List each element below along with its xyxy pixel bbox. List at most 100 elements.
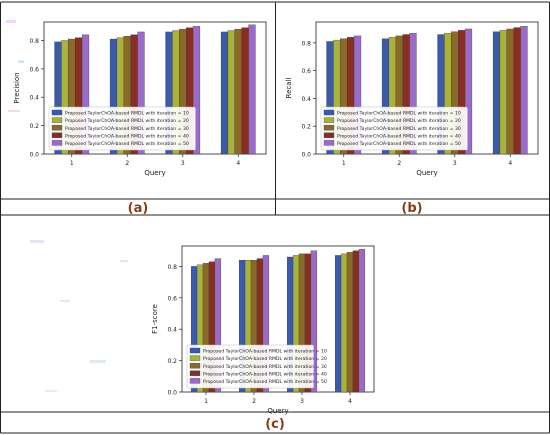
scan-artifacts: [6, 20, 128, 392]
y-tick-label: 0.0: [167, 390, 177, 397]
x-axis-label: Query: [267, 407, 288, 415]
bar: [358, 248, 366, 393]
legend-swatch: [323, 132, 335, 138]
bar: [513, 27, 521, 155]
x-tick-label: 2: [397, 160, 401, 167]
legend: Proposed TaylorChOA-based RMDL with iter…: [48, 106, 196, 151]
bar: [192, 26, 201, 155]
legend-label: Proposed TaylorChOA-based RMDL with iter…: [203, 379, 327, 385]
legend-swatch: [51, 132, 63, 138]
legend-box: [186, 344, 314, 389]
legend-swatch: [51, 140, 63, 146]
y-tick-label: 0.8: [301, 40, 311, 47]
y-tick-label: 0.2: [29, 123, 39, 130]
y-tick-label: 0.4: [167, 327, 177, 334]
bar: [262, 255, 270, 393]
y-tick-label: 0.6: [301, 68, 311, 75]
legend-label: Proposed TaylorChOA-based RMDL with iter…: [337, 111, 461, 117]
bar: [234, 28, 242, 155]
legend-swatch: [51, 117, 63, 123]
legend: Proposed TaylorChOA-based RMDL with iter…: [186, 344, 327, 389]
bar: [353, 35, 362, 155]
legend-label: Proposed TaylorChOA-based RMDL with iter…: [203, 349, 327, 355]
x-tick-label: 3: [300, 398, 304, 405]
bar: [506, 28, 514, 155]
legend-box: [48, 106, 196, 151]
legend-swatch: [323, 125, 335, 131]
legend-swatch: [189, 378, 201, 384]
y-tick-label: 0.0: [29, 152, 39, 159]
legend-swatch: [189, 347, 201, 354]
x-tick-label: 3: [453, 160, 457, 167]
bar: [499, 30, 507, 155]
panel-label-b: (b): [401, 201, 422, 216]
legend-swatch: [189, 370, 201, 376]
bar: [492, 31, 501, 155]
bar: [464, 28, 473, 155]
x-tick-label: 4: [236, 160, 240, 167]
legend-swatch: [323, 140, 335, 146]
y-tick-label: 0.8: [167, 264, 177, 271]
panel-label-c: (c): [265, 417, 285, 432]
chart-panel-c: 0.0 0.2 0.4 0.6 0.8 1 2 3 4 Query F1-score Proposed…: [151, 245, 375, 415]
legend-swatch: [323, 117, 335, 123]
legend-label: Proposed TaylorChOA-based RMDL with iter…: [65, 118, 189, 124]
legend-label: Proposed TaylorChOA-based RMDL with iter…: [337, 126, 461, 132]
legend-label: Proposed TaylorChOA-based RMDL with iter…: [65, 126, 189, 132]
x-tick-label: 1: [204, 398, 208, 405]
legend-swatch: [189, 355, 201, 361]
bar: [340, 253, 348, 393]
bar: [214, 258, 222, 393]
legend-box: [320, 106, 468, 151]
x-tick-label: 1: [342, 160, 346, 167]
x-tick-label: 2: [252, 398, 256, 405]
legend-label: Proposed TaylorChOA-based RMDL with iter…: [337, 141, 461, 147]
legend-swatch: [189, 363, 201, 369]
panel-label-a: (a): [128, 201, 149, 216]
y-axis-label: Recall: [285, 78, 293, 99]
bar: [310, 250, 318, 393]
y-tick-label: 0.6: [29, 66, 39, 73]
y-axis-label: F1-score: [151, 304, 159, 334]
x-tick-label: 4: [508, 160, 512, 167]
y-tick-label: 0.4: [29, 95, 39, 102]
y-axis-label: Precision: [13, 72, 21, 103]
legend-label: Proposed TaylorChOA-based RMDL with iter…: [203, 356, 327, 362]
y-tick-label: 0.6: [167, 295, 177, 302]
legend-label: Proposed TaylorChOA-based RMDL with iter…: [337, 133, 461, 139]
x-tick-label: 3: [181, 160, 185, 167]
bar: [352, 250, 360, 393]
legend-label: Proposed TaylorChOA-based RMDL with iter…: [203, 364, 327, 370]
legend-swatch: [51, 109, 63, 116]
y-tick-label: 0.4: [301, 96, 311, 103]
x-axis-label: Query: [144, 169, 165, 177]
legend-label: Proposed TaylorChOA-based RMDL with iter…: [65, 133, 189, 139]
y-tick-label: 0.8: [29, 38, 39, 45]
bar: [227, 30, 235, 155]
bar: [248, 24, 256, 155]
y-tick-label: 0.2: [301, 124, 311, 131]
legend-swatch: [51, 125, 63, 131]
legend-label: Proposed TaylorChOA-based RMDL with iter…: [65, 141, 189, 147]
bar: [520, 26, 528, 155]
bar: [409, 32, 417, 155]
legend-label: Proposed TaylorChOA-based RMDL with iter…: [65, 111, 189, 117]
x-tick-label: 1: [70, 160, 74, 167]
legend-label: Proposed TaylorChOA-based RMDL with iter…: [203, 371, 327, 377]
bar: [81, 34, 90, 155]
legend-label: Proposed TaylorChOA-based RMDL with iter…: [337, 118, 461, 124]
legend-swatch: [323, 109, 335, 116]
y-tick-label: 0.0: [301, 152, 311, 159]
x-tick-label: 4: [348, 398, 352, 405]
x-tick-label: 2: [125, 160, 129, 167]
x-axis-label: Query: [416, 169, 437, 177]
y-tick-label: 0.2: [167, 358, 177, 365]
bar: [334, 255, 342, 393]
bar: [220, 31, 229, 155]
legend: Proposed TaylorChOA-based RMDL with iter…: [320, 106, 468, 151]
bar: [241, 27, 249, 155]
bar: [137, 31, 145, 155]
chart-panel-b: 0.0 0.2 0.4 0.6 0.8 1 2 3 4 Query Recall Proposed T…: [285, 21, 539, 177]
chart-panel-a: 0.0 0.2 0.4 0.6 0.8 1 2 3 4 Query Precision Propose…: [13, 21, 267, 177]
